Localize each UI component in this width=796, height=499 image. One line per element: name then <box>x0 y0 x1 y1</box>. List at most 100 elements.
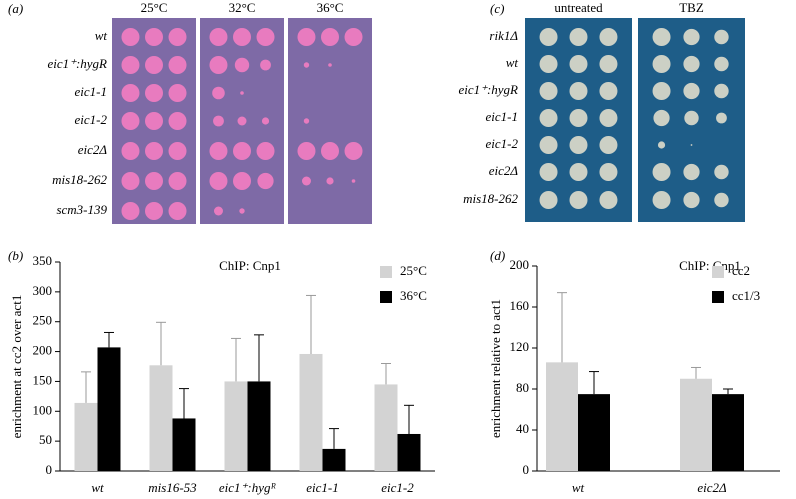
y-tick-label: 150 <box>33 372 53 387</box>
yeast-spot <box>326 177 334 185</box>
yeast-spot <box>714 192 729 208</box>
yeast-spot <box>233 28 251 46</box>
yeast-spot <box>145 142 163 160</box>
yeast-spot <box>321 28 339 46</box>
bar <box>397 433 421 471</box>
x-tick-label: wt <box>572 480 585 495</box>
row-label: eic1-1 <box>75 84 107 99</box>
y-tick-label: 250 <box>33 313 53 328</box>
yeast-spot <box>599 163 618 181</box>
y-tick-label: 350 <box>33 253 53 268</box>
yeast-spot <box>657 141 666 149</box>
yeast-spot <box>301 176 311 186</box>
yeast-spot <box>569 136 588 154</box>
y-tick-label: 200 <box>510 257 530 272</box>
yeast-spot <box>168 112 187 130</box>
yeast-spot <box>716 112 727 124</box>
legend-label: cc1/3 <box>732 288 760 303</box>
yeast-spot <box>599 55 618 73</box>
yeast-spot <box>168 142 187 160</box>
yeast-spot <box>209 172 228 190</box>
y-axis-label: enrichment relative to act1 <box>488 299 503 438</box>
bar <box>546 362 578 471</box>
yeast-spot <box>539 55 558 73</box>
x-tick-label: eic1⁺:hygᴿ <box>219 480 277 495</box>
yeast-spot <box>569 109 588 127</box>
row-label: eic1⁺:hygR <box>458 82 518 97</box>
y-tick-label: 0 <box>46 462 53 477</box>
yeast-spot <box>145 112 163 130</box>
yeast-spot <box>213 206 223 216</box>
yeast-spot <box>213 115 224 127</box>
yeast-spot <box>145 172 163 190</box>
column-header: 25°C <box>141 0 168 15</box>
bar <box>149 365 173 471</box>
y-axis-label: enrichment at cc2 over act1 <box>9 295 24 439</box>
bar <box>712 394 744 471</box>
y-tick-label: 300 <box>33 283 53 298</box>
bar <box>374 384 398 471</box>
x-tick-label: eic1-1 <box>306 480 338 495</box>
row-label: mis18-262 <box>52 172 107 187</box>
bar <box>578 394 610 471</box>
x-tick-label: eic2Δ <box>697 480 727 495</box>
yeast-spot <box>684 110 699 126</box>
bar <box>322 448 346 471</box>
yeast-spot <box>690 144 693 146</box>
yeast-spot <box>683 191 700 209</box>
yeast-spot <box>683 28 700 46</box>
yeast-spot <box>234 57 250 73</box>
yeast-spot <box>652 82 671 100</box>
yeast-spot <box>599 136 618 154</box>
yeast-spot <box>714 164 729 180</box>
yeast-spot <box>297 142 316 160</box>
yeast-spot <box>121 56 140 74</box>
yeast-spot <box>539 82 558 100</box>
column-header: 36°C <box>317 0 344 15</box>
column-header: TBZ <box>679 0 704 15</box>
yeast-spot <box>652 191 671 209</box>
yeast-spot <box>569 28 588 46</box>
yeast-spot <box>240 91 244 95</box>
yeast-spot <box>539 136 558 154</box>
bar <box>247 381 271 471</box>
column-header: 32°C <box>229 0 256 15</box>
y-tick-label: 120 <box>510 339 530 354</box>
yeast-spot <box>344 142 363 160</box>
yeast-spot <box>303 118 310 124</box>
yeast-spot <box>233 142 251 160</box>
y-tick-label: 200 <box>33 343 53 358</box>
yeast-spot <box>714 83 729 99</box>
yeast-spot <box>145 28 163 46</box>
legend-swatch <box>380 266 392 278</box>
yeast-spot <box>539 163 558 181</box>
yeast-spot <box>599 191 618 209</box>
row-label: scm3-139 <box>56 202 107 217</box>
yeast-spot <box>121 112 140 130</box>
yeast-spot <box>569 163 588 181</box>
yeast-spot <box>212 86 225 100</box>
yeast-spot <box>599 109 618 127</box>
x-tick-label: eic1-2 <box>381 480 414 495</box>
yeast-spot <box>256 28 275 46</box>
yeast-spot <box>168 172 187 190</box>
y-tick-label: 50 <box>39 432 52 447</box>
row-label: eic1⁺:hygR <box>47 56 107 71</box>
panel-label: (d) <box>490 248 505 263</box>
yeast-spot <box>297 28 316 46</box>
yeast-spot <box>683 55 700 73</box>
chart-title: ChIP: Cnp1 <box>679 258 741 273</box>
yeast-spot <box>168 202 187 220</box>
legend-swatch <box>712 291 724 303</box>
yeast-spot <box>539 191 558 209</box>
yeast-spot <box>121 84 140 102</box>
row-label: mis18-262 <box>463 191 518 206</box>
row-label: wt <box>506 55 519 70</box>
legend-label: 36°C <box>400 288 427 303</box>
yeast-spot <box>683 82 700 100</box>
row-label: eic1-2 <box>75 112 108 127</box>
column-header: untreated <box>554 0 603 15</box>
yeast-spot <box>237 116 247 126</box>
yeast-spot <box>145 202 163 220</box>
